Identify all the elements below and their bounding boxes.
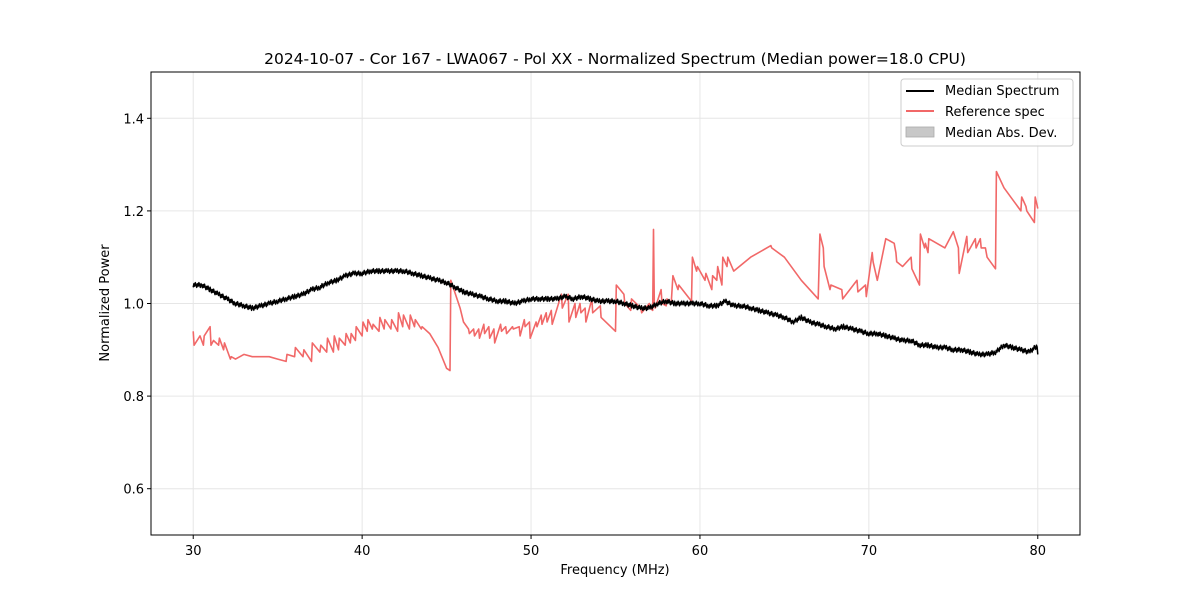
x-axis-label: Frequency (MHz) bbox=[560, 563, 669, 578]
chart-title: 2024-10-07 - Cor 167 - LWA067 - Pol XX -… bbox=[264, 50, 966, 68]
y-tick-label: 0.8 bbox=[123, 390, 144, 405]
x-tick-label: 30 bbox=[185, 544, 202, 559]
x-tick-label: 70 bbox=[861, 544, 878, 559]
x-tick-label: 80 bbox=[1029, 544, 1046, 559]
legend-entry-median-abs-dev: Median Abs. Dev. bbox=[905, 126, 1057, 141]
x-tick-label: 40 bbox=[354, 544, 371, 559]
legend-entry-reference-spec: Reference spec bbox=[906, 105, 1045, 120]
y-axis-label: Normalized Power bbox=[98, 244, 113, 362]
x-tick-label: 50 bbox=[523, 544, 540, 559]
y-tick-label: 1.0 bbox=[123, 298, 144, 313]
legend-label-median-spectrum: Median Spectrum bbox=[945, 84, 1059, 99]
legend: Median Spectrum Reference spec Median Ab… bbox=[900, 78, 1074, 147]
x-axis: 30 40 50 60 70 80 bbox=[185, 535, 1046, 559]
legend-swatch-median-abs-dev bbox=[905, 126, 935, 138]
legend-label-reference-spec: Reference spec bbox=[945, 105, 1045, 120]
plot-area bbox=[192, 170, 1039, 372]
reference-spec-line bbox=[192, 170, 1039, 372]
y-tick-label: 1.4 bbox=[123, 112, 144, 127]
y-tick-label: 1.2 bbox=[123, 205, 144, 220]
x-tick-label: 60 bbox=[692, 544, 709, 559]
median-spectrum-line bbox=[192, 268, 1039, 358]
y-tick-label: 0.6 bbox=[123, 483, 144, 498]
legend-frame bbox=[900, 78, 1074, 147]
y-axis: 0.6 0.8 1.0 1.2 1.4 bbox=[123, 112, 151, 498]
legend-entry-median-spectrum: Median Spectrum bbox=[906, 84, 1059, 99]
legend-label-median-abs-dev: Median Abs. Dev. bbox=[945, 126, 1057, 141]
